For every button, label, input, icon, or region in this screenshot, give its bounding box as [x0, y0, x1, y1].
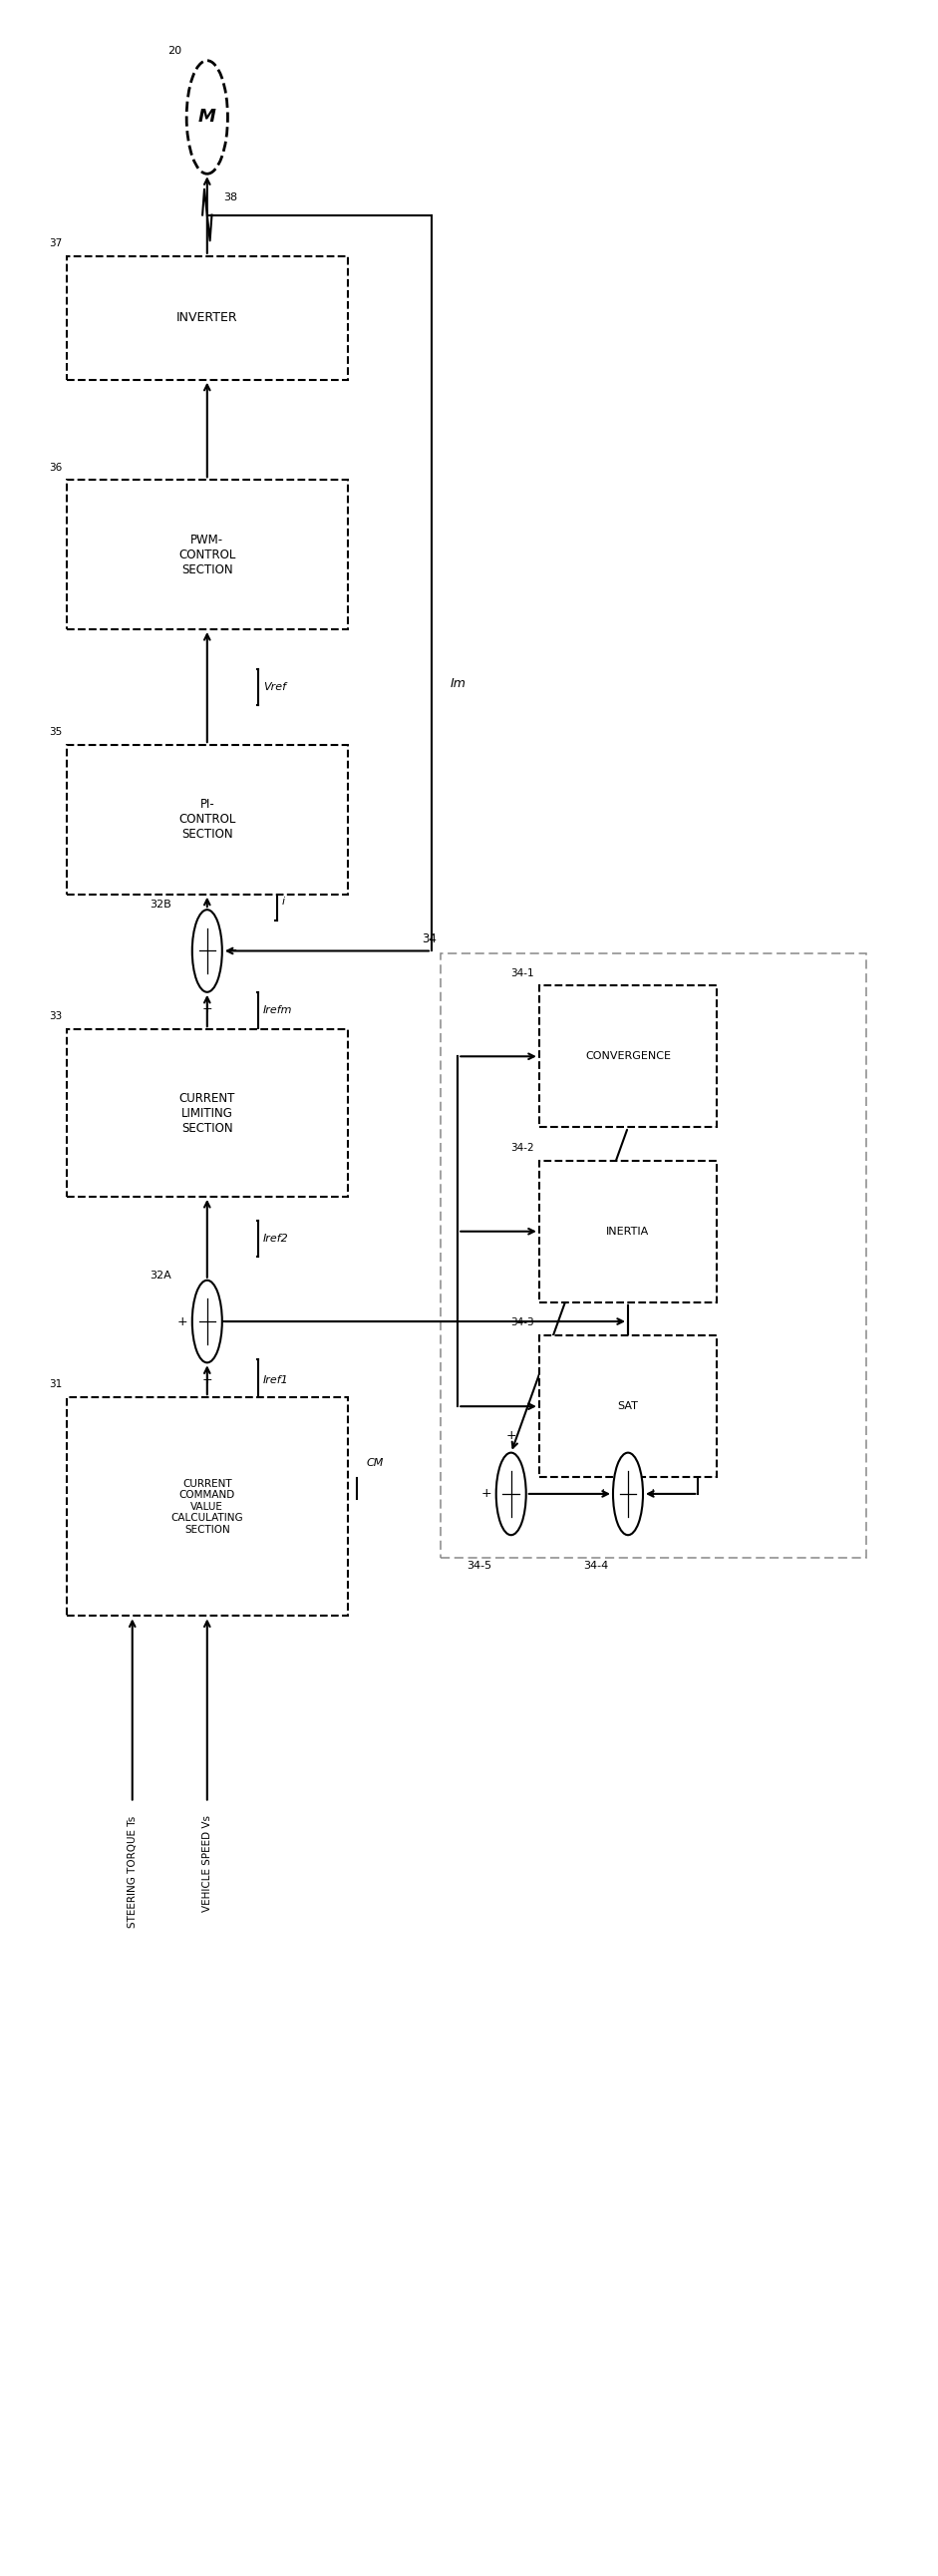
- Text: INVERTER: INVERTER: [176, 312, 238, 325]
- Text: INERTIA: INERTIA: [607, 1226, 649, 1236]
- Circle shape: [192, 1280, 222, 1363]
- Text: 34-4: 34-4: [583, 1561, 609, 1571]
- FancyBboxPatch shape: [539, 987, 717, 1128]
- Text: 36: 36: [49, 461, 62, 471]
- Text: Iref1: Iref1: [264, 1376, 289, 1386]
- Circle shape: [613, 1453, 643, 1535]
- Text: +: +: [647, 1486, 658, 1499]
- Text: 34-2: 34-2: [511, 1144, 535, 1154]
- Text: 34: 34: [421, 933, 436, 945]
- Text: 20: 20: [168, 46, 182, 57]
- FancyBboxPatch shape: [539, 1334, 717, 1476]
- Text: CM: CM: [366, 1458, 384, 1468]
- Text: SAT: SAT: [617, 1401, 639, 1412]
- Text: +: +: [202, 1373, 212, 1386]
- Text: CURRENT
LIMITING
SECTION: CURRENT LIMITING SECTION: [179, 1092, 235, 1133]
- Text: Irefm: Irefm: [264, 1005, 293, 1015]
- Text: +: +: [202, 1002, 212, 1015]
- Text: CURRENT
COMMAND
VALUE
CALCULATING
SECTION: CURRENT COMMAND VALUE CALCULATING SECTIO…: [171, 1479, 243, 1535]
- Text: M: M: [198, 108, 216, 126]
- Text: 32A: 32A: [150, 1270, 172, 1280]
- Text: 34-5: 34-5: [466, 1561, 492, 1571]
- Text: +: +: [598, 1486, 609, 1499]
- FancyBboxPatch shape: [67, 1396, 347, 1615]
- Text: −: −: [227, 945, 237, 958]
- Text: 34-1: 34-1: [511, 969, 535, 979]
- Text: 38: 38: [224, 193, 238, 201]
- Text: +: +: [481, 1486, 492, 1499]
- FancyBboxPatch shape: [67, 255, 347, 379]
- Circle shape: [187, 62, 228, 173]
- Text: Vref: Vref: [264, 683, 286, 693]
- Text: Im: Im: [450, 677, 466, 690]
- FancyBboxPatch shape: [441, 953, 867, 1558]
- FancyBboxPatch shape: [67, 479, 347, 629]
- Text: 35: 35: [49, 726, 62, 737]
- Circle shape: [192, 909, 222, 992]
- Text: 34-3: 34-3: [511, 1319, 535, 1327]
- FancyBboxPatch shape: [539, 1162, 717, 1301]
- Text: 31: 31: [49, 1381, 62, 1388]
- Text: CONVERGENCE: CONVERGENCE: [585, 1051, 671, 1061]
- FancyBboxPatch shape: [67, 1030, 347, 1198]
- Text: PI-
CONTROL
SECTION: PI- CONTROL SECTION: [178, 799, 235, 842]
- Text: 32B: 32B: [150, 899, 172, 909]
- Text: +: +: [506, 1430, 517, 1443]
- FancyBboxPatch shape: [67, 744, 347, 894]
- Text: 33: 33: [49, 1012, 62, 1023]
- Text: 37: 37: [49, 240, 62, 247]
- Text: VEHICLE SPEED Vs: VEHICLE SPEED Vs: [203, 1816, 212, 1911]
- Text: i: i: [282, 896, 285, 907]
- Circle shape: [496, 1453, 526, 1535]
- Text: PWM-
CONTROL
SECTION: PWM- CONTROL SECTION: [178, 533, 235, 577]
- Text: +: +: [177, 1314, 188, 1329]
- Text: STEERING TORQUE Ts: STEERING TORQUE Ts: [128, 1816, 137, 1927]
- Text: Iref2: Iref2: [264, 1234, 289, 1244]
